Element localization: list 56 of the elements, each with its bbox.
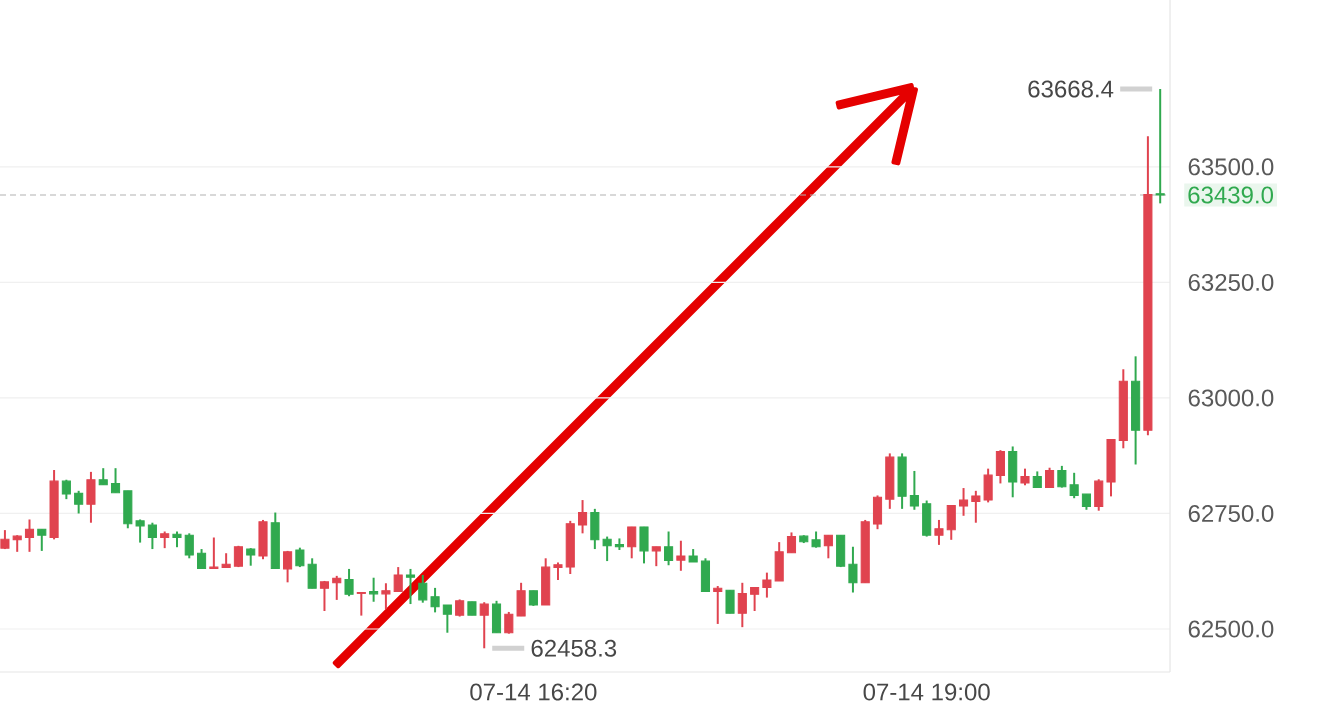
candlestick bbox=[344, 567, 354, 598]
candlestick bbox=[848, 545, 858, 594]
candlestick bbox=[332, 574, 342, 601]
candlestick bbox=[676, 539, 686, 572]
candlestick bbox=[786, 531, 797, 554]
candlestick bbox=[725, 589, 735, 615]
x-tick-label: 07-14 16:20 bbox=[470, 683, 597, 701]
ref-line-label: 63439.0 bbox=[1188, 186, 1274, 204]
candlestick bbox=[1069, 471, 1079, 500]
candlestick bbox=[762, 571, 772, 599]
candlestick bbox=[958, 487, 969, 517]
candlestick bbox=[319, 579, 330, 612]
candlestick bbox=[442, 603, 452, 634]
y-tick-label: 63500.0 bbox=[1188, 158, 1274, 176]
candlestick bbox=[184, 532, 194, 560]
candlestick bbox=[664, 530, 674, 567]
candlestick bbox=[713, 585, 723, 625]
candlestick bbox=[74, 489, 84, 515]
candlestick bbox=[209, 536, 219, 570]
candlestick bbox=[1155, 88, 1165, 205]
candlestick bbox=[934, 518, 944, 546]
candlestick bbox=[197, 548, 207, 570]
candlestick bbox=[602, 535, 612, 563]
candlestick bbox=[381, 582, 391, 611]
candlestick bbox=[1057, 464, 1067, 489]
candlestick bbox=[737, 581, 747, 629]
candlestick bbox=[971, 489, 981, 524]
candlestick bbox=[24, 518, 35, 553]
candlestick bbox=[369, 576, 379, 603]
candlestick bbox=[295, 546, 305, 569]
candlestick bbox=[504, 610, 514, 635]
candlestick bbox=[823, 534, 833, 560]
candlestick bbox=[37, 528, 47, 552]
candlestick bbox=[110, 467, 121, 494]
y-tick-label: 63000.0 bbox=[1188, 389, 1274, 407]
candlestick bbox=[627, 525, 637, 560]
candlestick bbox=[405, 567, 416, 606]
x-tick-label: 07-14 19:00 bbox=[863, 683, 990, 701]
annotation: 63668.4 bbox=[1028, 80, 1114, 98]
candlestick bbox=[283, 549, 293, 584]
y-tick-label: 63250.0 bbox=[1188, 273, 1274, 291]
candlestick bbox=[651, 545, 661, 568]
candlestick bbox=[430, 586, 440, 614]
y-tick-label: 62750.0 bbox=[1188, 504, 1274, 522]
candlestick bbox=[147, 521, 157, 551]
candlestick bbox=[750, 586, 760, 612]
annotation: 62458.3 bbox=[531, 639, 617, 657]
candlestick bbox=[418, 573, 428, 604]
candlestick bbox=[479, 601, 489, 650]
y-tick-label: 62500.0 bbox=[1188, 620, 1274, 638]
candlestick bbox=[356, 591, 366, 617]
candlestick bbox=[393, 566, 403, 593]
candlestick bbox=[1045, 466, 1055, 489]
candlestick bbox=[909, 469, 919, 511]
candlestick bbox=[135, 518, 145, 544]
candlestick bbox=[578, 499, 588, 535]
